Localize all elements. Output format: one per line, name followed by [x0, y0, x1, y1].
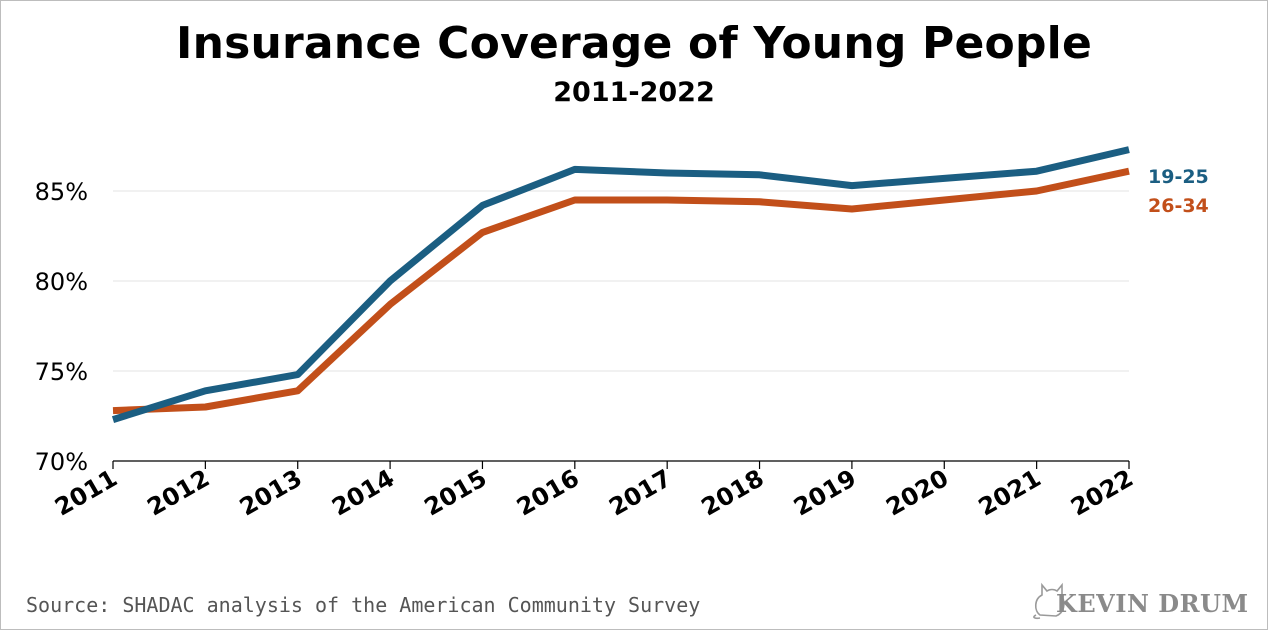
- x-tick-label: 2016: [512, 464, 584, 522]
- legend-label-26-34: 26-34: [1148, 195, 1209, 217]
- x-tick-label: 2013: [235, 464, 307, 522]
- kevin-drum-logo: KEVIN DRUM: [1030, 571, 1248, 621]
- series-line-26-34: [112, 167, 1130, 415]
- chart-title: Insurance Coverage of Young People: [176, 18, 1092, 69]
- y-tick-label: 75%: [35, 358, 88, 386]
- cat-logo-icon: [1033, 582, 1065, 620]
- x-tick-label: 2020: [881, 464, 953, 522]
- x-tick-label: 2019: [789, 464, 861, 522]
- y-tick-label: 80%: [35, 268, 88, 296]
- y-tick-label: 70%: [35, 448, 88, 476]
- x-tick-label: 2018: [697, 464, 769, 522]
- x-tick-label: 2017: [604, 464, 676, 522]
- x-tick-label: 2021: [974, 464, 1046, 522]
- x-tick-label: 2015: [420, 464, 492, 522]
- y-tick-label: 85%: [35, 178, 88, 206]
- series-line-19-25: [111, 146, 1130, 423]
- x-tick-label: 2014: [327, 464, 399, 522]
- source-note: Source: SHADAC analysis of the American …: [26, 593, 701, 617]
- x-tick-label: 2012: [143, 464, 215, 522]
- legend-label-19-25: 19-25: [1148, 166, 1209, 188]
- logo-text: KEVIN DRUM: [1056, 589, 1249, 618]
- chart-subtitle: 2011-2022: [553, 77, 715, 108]
- x-tick-label: 2022: [1066, 464, 1138, 522]
